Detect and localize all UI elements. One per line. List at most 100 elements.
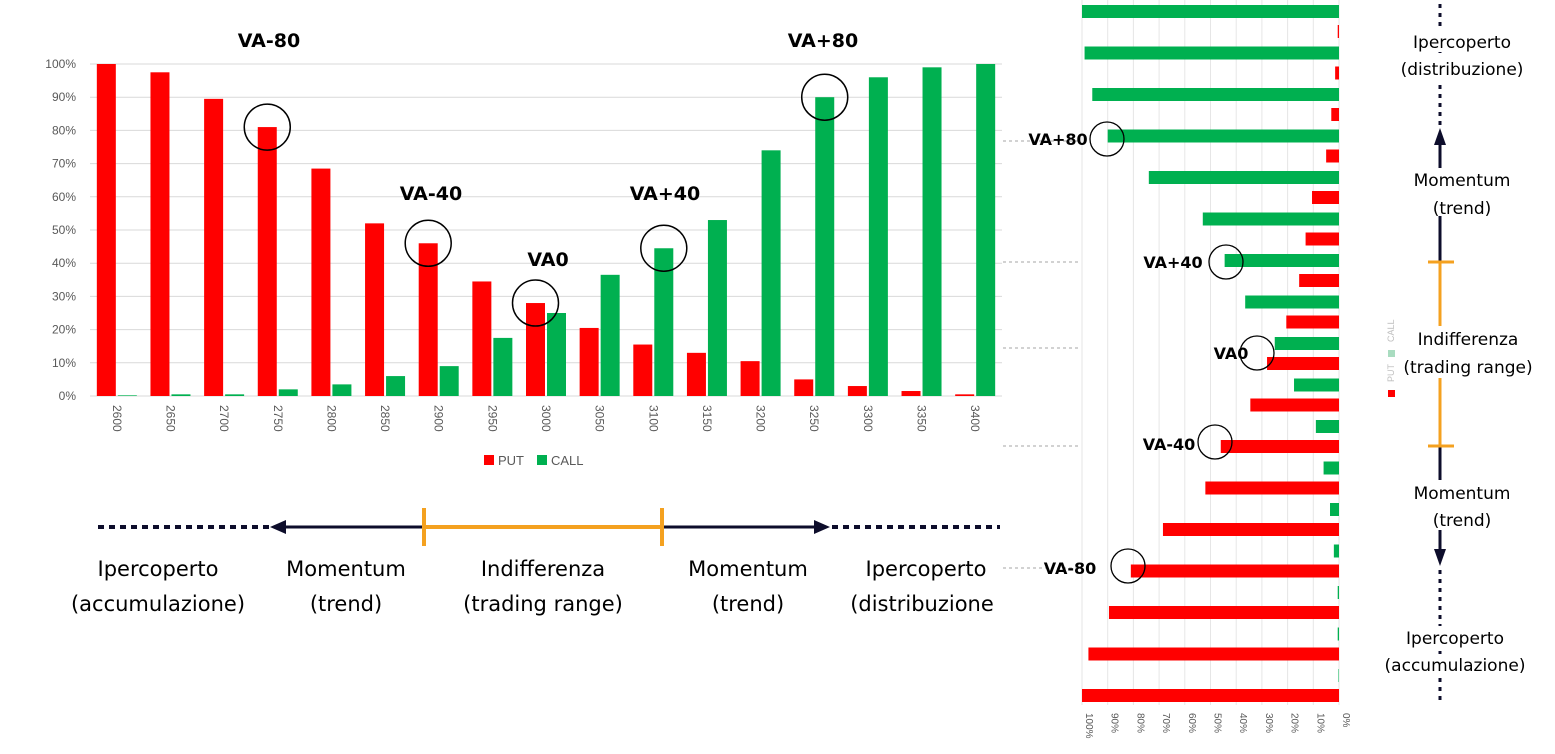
annotation-circle (1089, 121, 1125, 157)
call-bar (225, 394, 245, 396)
put-bar (579, 327, 599, 396)
zone-sublabel: (accumulazione) (1385, 656, 1526, 676)
call-bar (439, 366, 459, 396)
x-tick-label: 3200 (754, 405, 768, 432)
zone-label: Ipercoperto (1406, 629, 1504, 649)
put-bar (418, 243, 438, 396)
x-tick-label: 100% (1083, 713, 1094, 739)
right-chart-bars (1082, 5, 1339, 702)
call-bar (1148, 171, 1339, 184)
x-tick-label: 20% (1289, 713, 1300, 733)
put-bar (955, 394, 975, 396)
put-bar (365, 223, 385, 396)
put-bar (1299, 274, 1339, 287)
y-tick-label: 40% (52, 256, 76, 270)
call-bar (1202, 212, 1339, 226)
annotation-label: VA+40 (630, 183, 700, 205)
x-tick-label: 90% (1109, 713, 1120, 733)
legend-put-label: PUT (1386, 363, 1396, 382)
annotation-label: VA-40 (1143, 435, 1196, 454)
annotation-label: VA0 (527, 249, 568, 271)
annotation-circle (1208, 244, 1244, 280)
y-tick-label: 10% (52, 356, 76, 370)
annotation-label: VA0 (1214, 344, 1249, 363)
zone-sublabel: (trend) (712, 592, 784, 616)
vertical-scale: Ipercoperto (distribuzione) Momentum (tr… (1378, 4, 1534, 700)
left-chart-x-axis: 2600 2650 2700 2750 2800 2850 2900 2950 3000 3050… (110, 405, 982, 432)
label-bg (1398, 30, 1482, 52)
call-bar (493, 337, 513, 396)
put-bar (847, 386, 867, 396)
right-chart-gridlines (1081, 0, 1340, 705)
label-bg (1396, 326, 1534, 378)
call-bar (761, 150, 781, 396)
horizontal-scale: Ipercoperto (accumulazione) Momentum (tr… (71, 508, 1000, 616)
call-bar (278, 389, 298, 396)
y-tick-label: 100% (45, 57, 76, 71)
zone-label: Indifferenza (481, 557, 605, 581)
call-bar (1082, 5, 1339, 18)
zone-sublabel: (trend) (1433, 511, 1492, 531)
call-bar (707, 220, 727, 396)
label-bg (1392, 58, 1532, 80)
zone-sublabel: (distribuzione (850, 592, 994, 616)
zone-sublabel: (trend) (310, 592, 382, 616)
put-bar (257, 127, 277, 396)
zone-sublabel: (trading range) (463, 592, 623, 616)
annotation-circle (404, 219, 452, 268)
legend-put-swatch (1388, 390, 1395, 397)
call-bar (1315, 420, 1339, 433)
put-bar (1267, 357, 1339, 370)
put-bar (96, 64, 116, 396)
left-chart-y-axis: 0% 10% 20% 30% 40% 50% 60% 70% 80% 90% 100% (45, 57, 76, 403)
zone-label: Momentum (286, 557, 406, 581)
put-bar (901, 391, 921, 396)
left-chart-legend: PUT CALL (484, 453, 584, 468)
annotation-label: VA-80 (1044, 559, 1097, 578)
put-bar (1335, 66, 1339, 80)
y-tick-label: 60% (52, 190, 76, 204)
call-bar (922, 67, 942, 396)
call-bar (1294, 378, 1339, 392)
x-tick-label: 3150 (700, 405, 714, 432)
zone-label: Ipercoperto (866, 557, 987, 581)
call-bar (117, 395, 137, 396)
put-bar (1162, 523, 1339, 536)
put-bar (1220, 440, 1339, 453)
arrowhead-up-icon (1434, 128, 1446, 145)
arrowhead-right-icon (814, 520, 830, 534)
call-bar (868, 77, 888, 396)
x-tick-label: 3300 (861, 405, 875, 432)
call-bar (1107, 129, 1339, 143)
put-bar (1305, 232, 1339, 246)
label-bg (1402, 480, 1518, 530)
call-bar (1274, 337, 1339, 350)
call-bar (1337, 586, 1339, 599)
call-bar (1338, 669, 1339, 682)
zone-sublabel: (trading range) (1403, 358, 1532, 378)
y-tick-label: 80% (52, 123, 76, 137)
x-tick-label: 3400 (968, 405, 982, 432)
label-bg (1396, 626, 1526, 648)
y-tick-label: 70% (52, 157, 76, 171)
call-bar (600, 274, 620, 396)
y-tick-label: 20% (52, 323, 76, 337)
call-bar (1245, 295, 1339, 309)
x-tick-label: 2950 (485, 405, 499, 432)
put-bar (526, 303, 545, 396)
x-tick-label: 2800 (324, 405, 338, 432)
x-tick-label: 40% (1237, 713, 1248, 733)
legend-call-label: CALL (551, 453, 584, 468)
x-tick-label: 3350 (915, 405, 929, 432)
right-chart-legend: PUT CALL (1386, 319, 1396, 397)
call-bar (386, 376, 406, 396)
y-tick-label: 30% (52, 289, 76, 303)
label-bg (1378, 654, 1534, 676)
x-tick-label: 30% (1263, 713, 1274, 733)
zone-label: Momentum (1414, 484, 1511, 504)
annotation-label: VA-80 (238, 30, 300, 52)
put-bar (1337, 25, 1339, 38)
call-bar (1323, 461, 1339, 475)
put-bar (1088, 647, 1339, 661)
